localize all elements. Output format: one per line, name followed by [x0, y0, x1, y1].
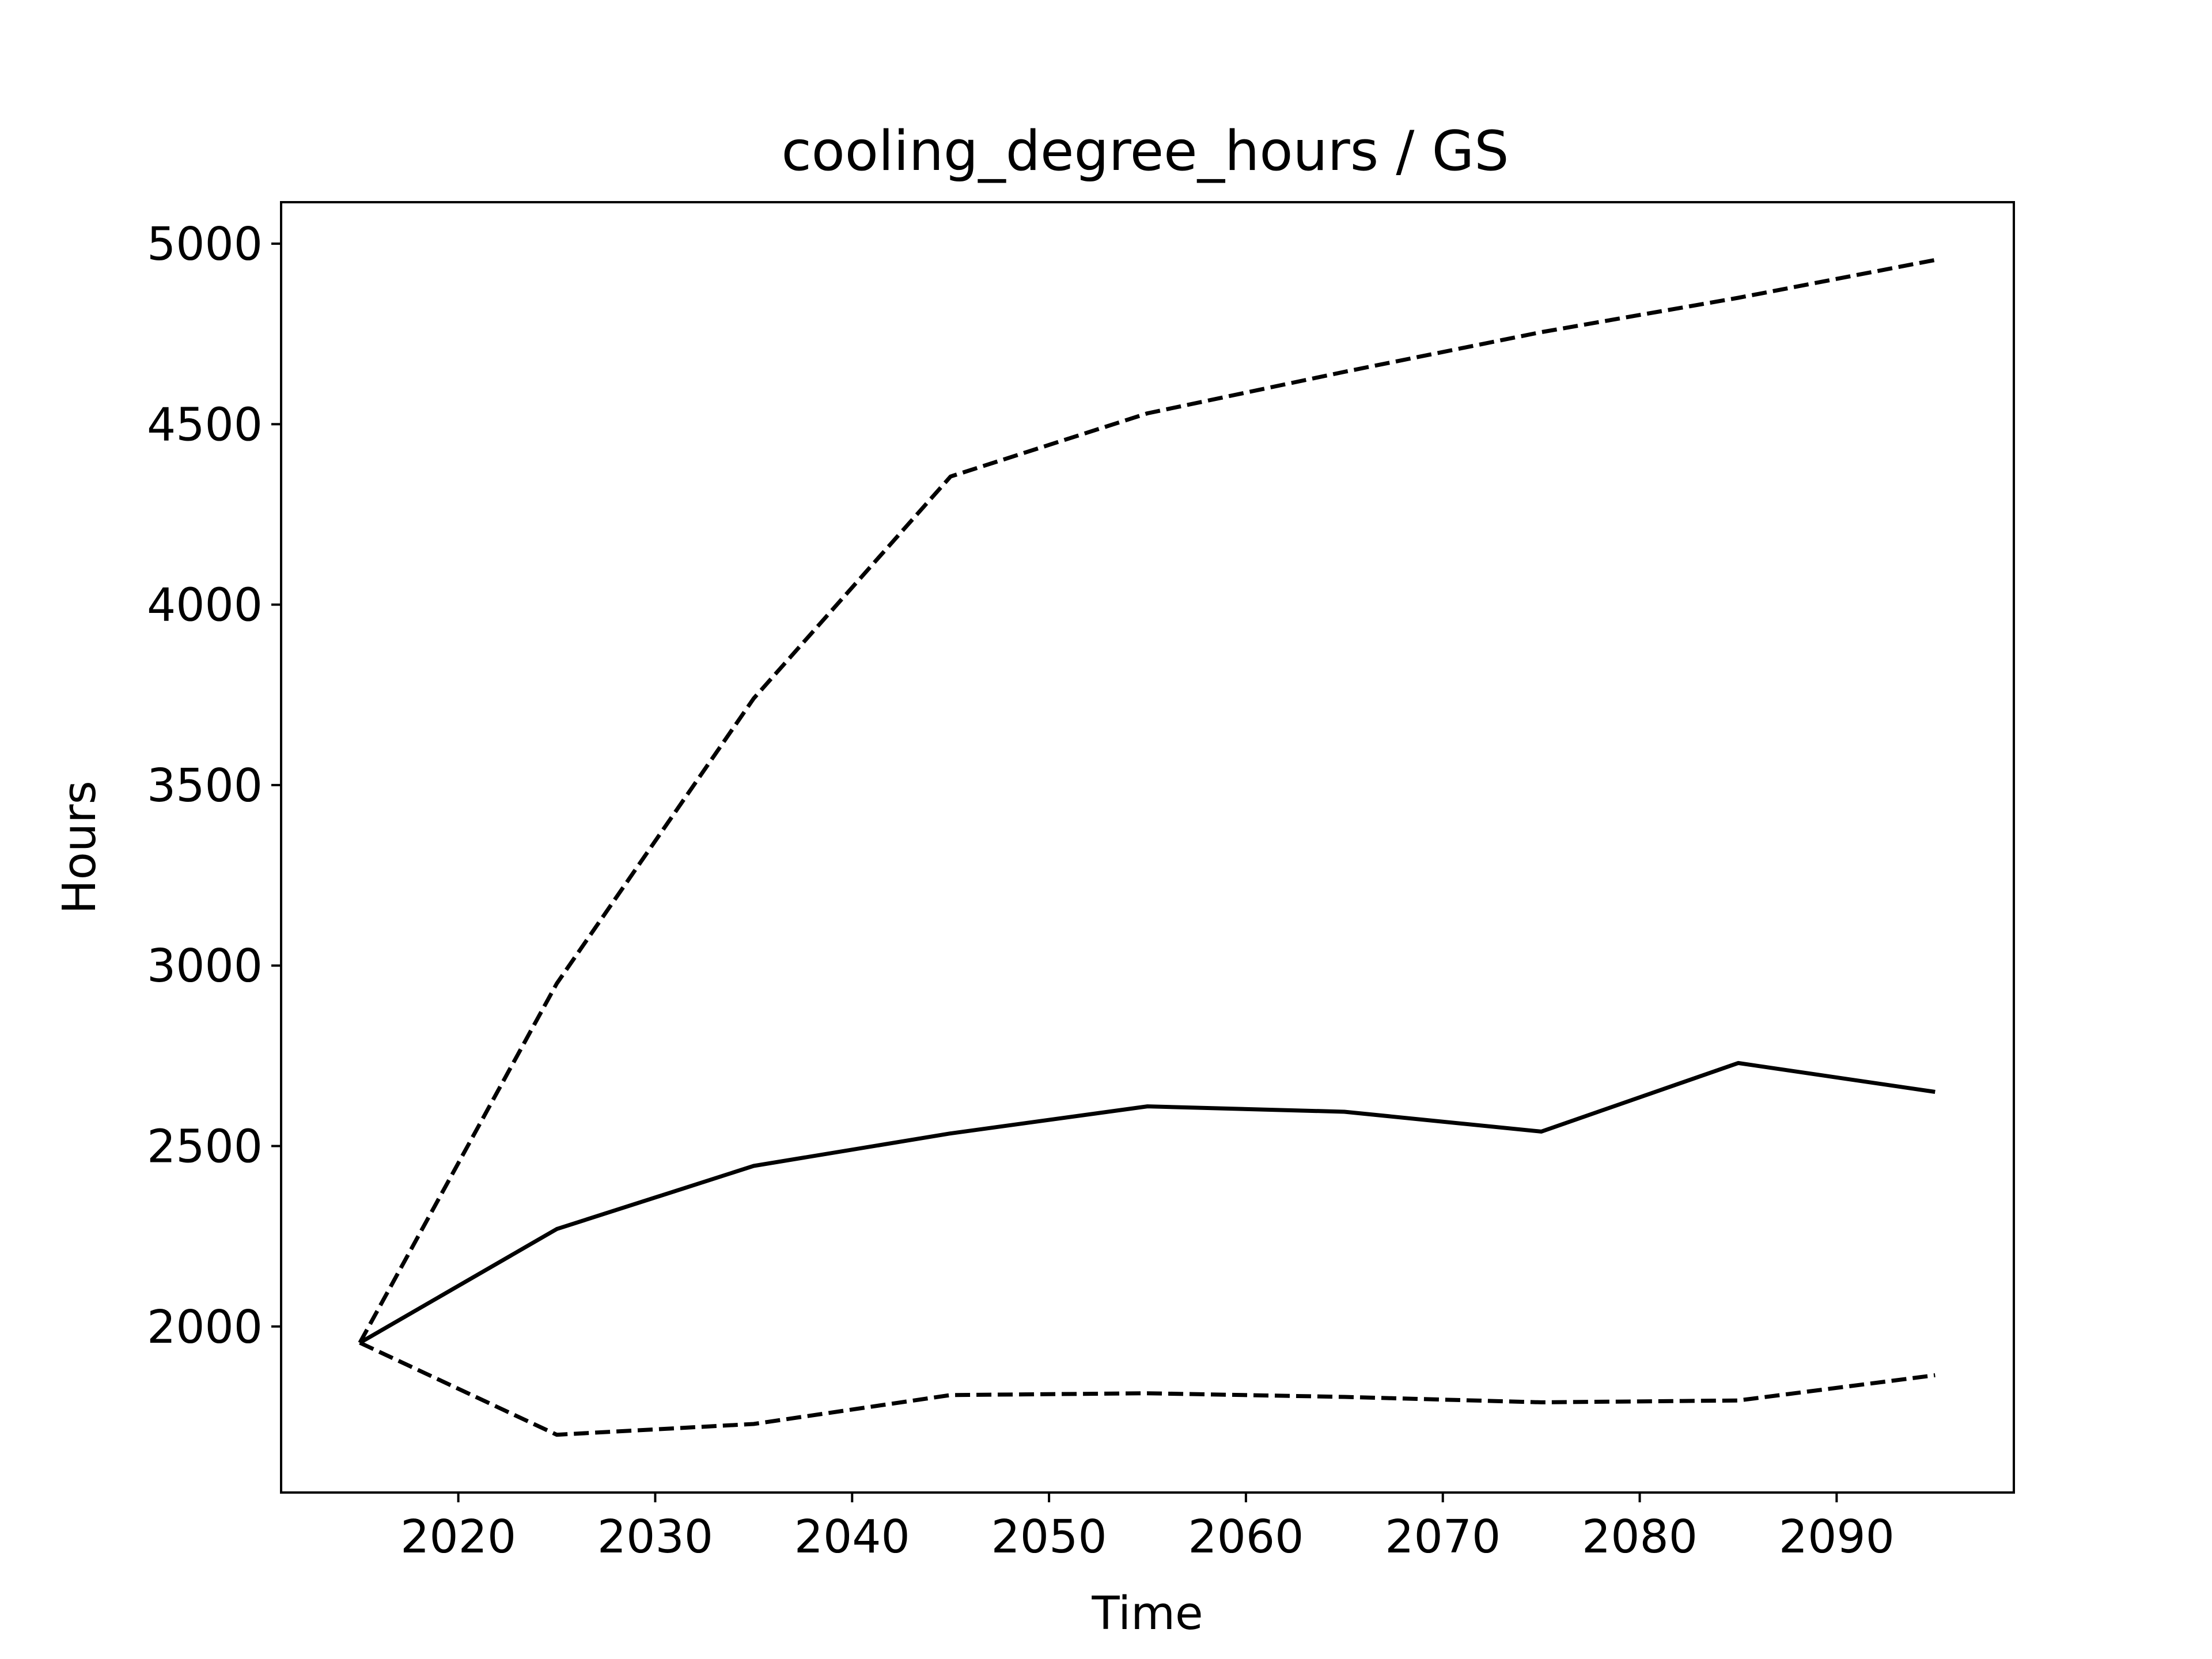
x-axis: 2020 2030 2040 2050 2060 2070 2080 2090 [400, 1493, 1895, 1563]
y-axis-label: Hours [53, 781, 106, 914]
series-line-2-dashed [358, 257, 1936, 1344]
y-tick-label-4500: 4500 [147, 398, 263, 451]
x-tick-label-2090: 2090 [1779, 1510, 1895, 1563]
x-tick-label-2070: 2070 [1385, 1510, 1501, 1563]
y-tick-label-3000: 3000 [147, 940, 263, 993]
y-tick-label-4000: 4000 [147, 579, 263, 632]
x-tick-label-2050: 2050 [991, 1510, 1107, 1563]
chart-title: cooling_degree_hours / GS [781, 120, 1509, 183]
x-tick-label-2020: 2020 [400, 1510, 516, 1563]
y-tick-label-3500: 3500 [147, 759, 263, 812]
plot-frame [280, 201, 2015, 1494]
x-tick-label-2030: 2030 [597, 1510, 713, 1563]
x-tick-label-2060: 2060 [1188, 1510, 1304, 1563]
y-tick-label-2000: 2000 [147, 1301, 263, 1354]
y-axis: 2000 2500 3000 3500 4000 4500 5000 [147, 218, 281, 1354]
series-line-1-solid [358, 1060, 1936, 1345]
x-tick-label-2080: 2080 [1582, 1510, 1698, 1563]
series-line-3-dashed [359, 1340, 1936, 1437]
y-tick-label-2500: 2500 [147, 1120, 263, 1173]
series-layer [358, 257, 1936, 1437]
x-axis-label: Time [1091, 1587, 1203, 1640]
x-tick-label-2040: 2040 [794, 1510, 910, 1563]
y-tick-label-5000: 5000 [147, 218, 263, 271]
